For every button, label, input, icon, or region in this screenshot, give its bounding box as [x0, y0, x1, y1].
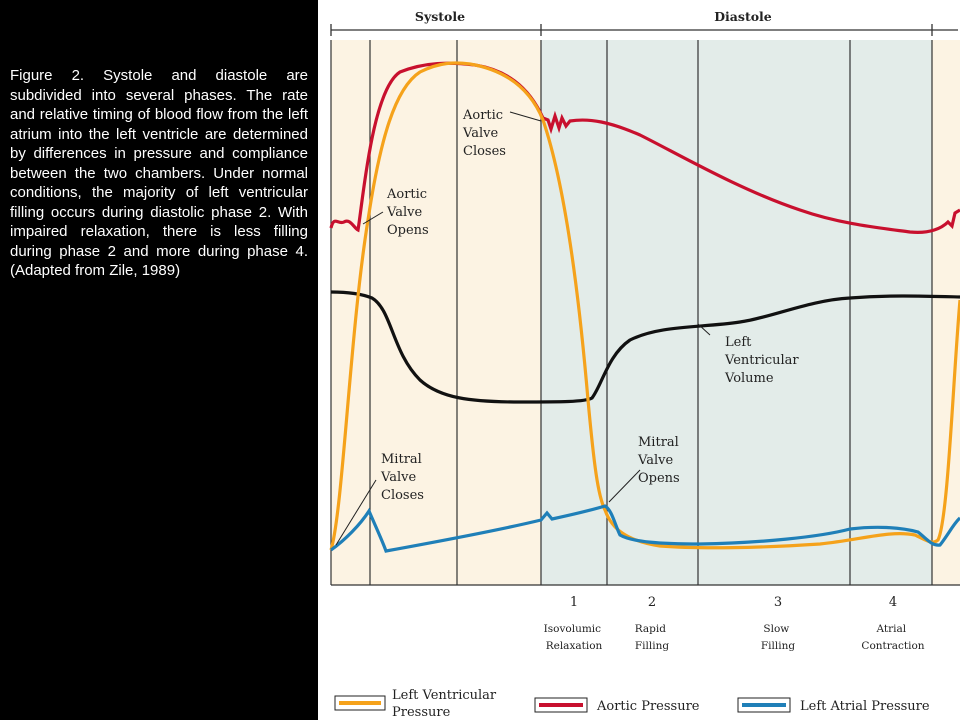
lv-volume-curve [330, 290, 960, 404]
phase-4-label: Atrial Contraction [861, 623, 924, 652]
phase-4-number: 4 [889, 595, 897, 610]
figure-caption: Figure 2. Systole and diastole are subdi… [10, 67, 308, 279]
aortic-valve-opens-label: Aortic Valve Opens [386, 187, 431, 238]
legend-item-aortic-pressure: Aortic Pressure [534, 697, 700, 714]
annotation-leaders [335, 111, 711, 546]
lv-pressure-curve [329, 61, 960, 551]
diastole-label: Diastole [714, 9, 772, 24]
diastole-band [541, 40, 932, 585]
phase-3-label: Slow Filling [761, 623, 795, 652]
phase-dividers [330, 40, 933, 585]
phase-bracket [330, 24, 958, 36]
phase-1-number: 1 [570, 595, 578, 610]
lv-volume-label: Left Ventricular Volume [724, 335, 803, 386]
systole-band [331, 40, 541, 585]
diagram-panel: Systole Diastole Aortic Valve Closes Aor… [318, 0, 960, 720]
aortic-valve-closes-label: Aortic Valve Closes [462, 108, 507, 159]
systole-label: Systole [415, 9, 465, 24]
legend: Left Ventricular Pressure Aortic Pressur… [334, 688, 930, 720]
phase-3-number: 3 [774, 595, 782, 610]
cardiac-cycle-diagram: Systole Diastole Aortic Valve Closes Aor… [329, 9, 960, 720]
legend-label-lv-pressure-2: Pressure [392, 705, 451, 720]
la-pressure-curve [330, 504, 960, 553]
svg-text:Left Ventricular Press: Left Ventricular Pressure [392, 688, 500, 720]
mitral-valve-closes-label: Mitral Valve Closes [380, 452, 426, 503]
mitral-valve-opens-label: Mitral Valve Opens [637, 435, 683, 486]
phase-2-number: 2 [648, 595, 656, 610]
legend-item-la-pressure: Left Atrial Pressure [737, 697, 930, 714]
legend-label-la-pressure: Left Atrial Pressure [800, 699, 930, 714]
legend-label-lv-pressure-1: Left Ventricular [392, 688, 497, 703]
phase-2-label: Rapid Filling [635, 623, 670, 652]
aortic-pressure-curve [329, 61, 960, 234]
legend-label-aortic-pressure: Aortic Pressure [596, 699, 700, 714]
phase-1-label: Isovolumic Relaxation [544, 623, 605, 652]
legend-item-lv-pressure: Left Ventricular Pressure [334, 688, 500, 720]
